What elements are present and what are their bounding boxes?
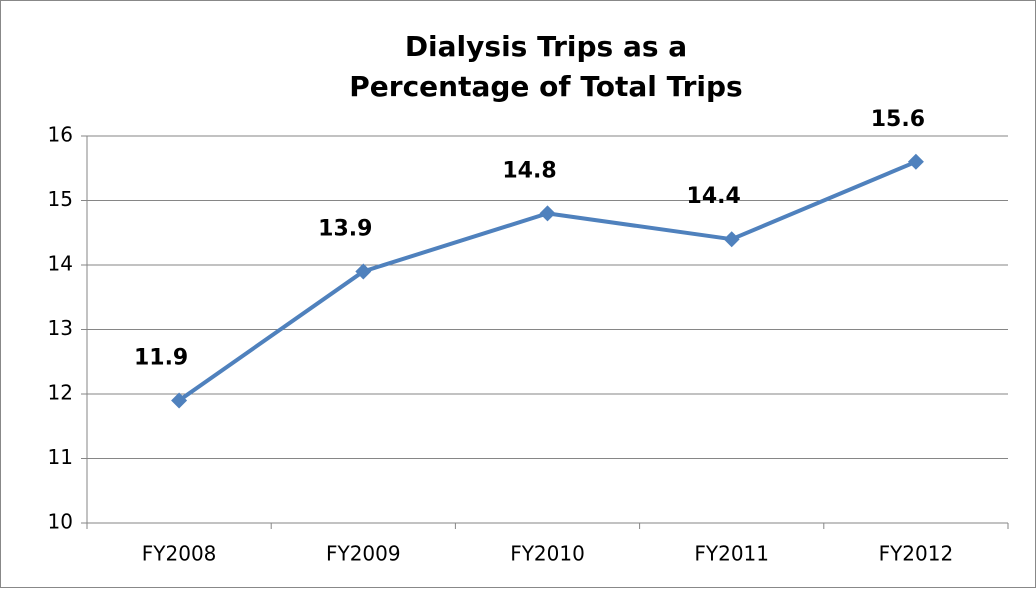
x-tick-label: FY2009 xyxy=(326,542,401,566)
y-tick-label: 12 xyxy=(48,381,73,405)
y-tick-label: 15 xyxy=(48,187,73,211)
data-label: 13.9 xyxy=(318,216,372,241)
point-marker xyxy=(907,153,924,170)
y-tick-label: 11 xyxy=(48,445,73,469)
x-tick-label: FY2012 xyxy=(879,542,954,566)
x-tick-label: FY2011 xyxy=(694,542,769,566)
chart-title: Dialysis Trips as a xyxy=(405,30,687,63)
point-marker xyxy=(539,205,556,222)
y-tick-label: 14 xyxy=(48,252,73,276)
data-label: 15.6 xyxy=(871,107,925,132)
y-tick-label: 10 xyxy=(48,510,73,534)
chart-title: Percentage of Total Trips xyxy=(349,70,742,103)
data-label: 14.8 xyxy=(502,158,556,183)
data-label: 14.4 xyxy=(687,184,741,209)
x-tick-label: FY2010 xyxy=(510,542,585,566)
y-tick-label: 13 xyxy=(48,316,73,340)
point-marker xyxy=(723,231,740,248)
point-marker xyxy=(171,392,188,409)
point-marker xyxy=(355,263,372,280)
x-tick-label: FY2008 xyxy=(142,542,217,566)
data-label: 11.9 xyxy=(134,345,188,370)
y-tick-label: 16 xyxy=(48,123,73,147)
